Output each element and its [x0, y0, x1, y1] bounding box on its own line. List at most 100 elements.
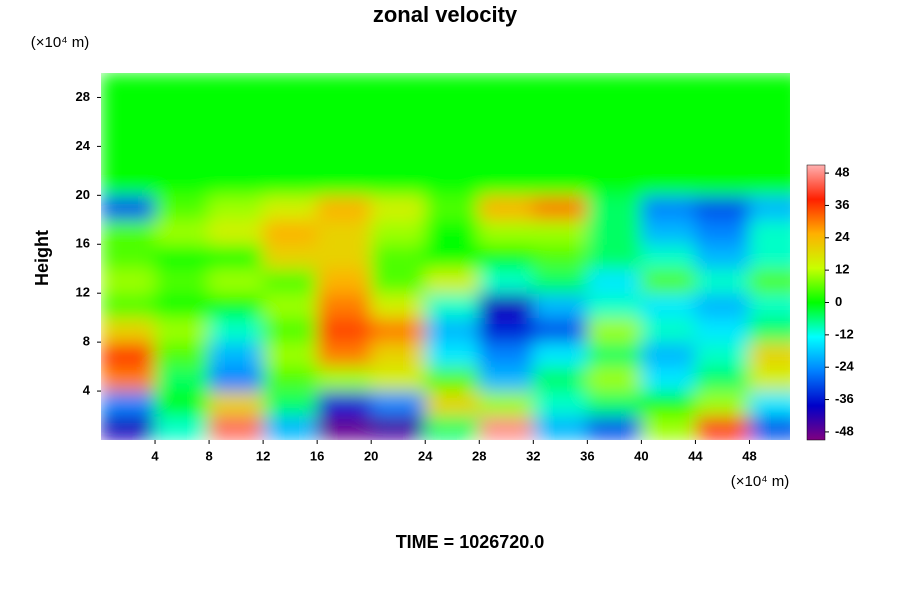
cell	[748, 170, 790, 196]
cell	[316, 292, 372, 319]
cell	[424, 390, 480, 417]
x-tick-label: 32	[526, 448, 540, 463]
cell	[424, 366, 480, 392]
cell	[262, 268, 318, 294]
x-tick-label: 24	[418, 448, 433, 463]
cell	[316, 96, 372, 123]
cell	[748, 317, 790, 343]
cell	[370, 170, 426, 196]
cell	[586, 145, 642, 172]
y-tick-label: 24	[76, 138, 91, 153]
cell	[748, 292, 790, 319]
cell	[694, 341, 750, 368]
cell	[532, 194, 588, 221]
y-tick-label: 28	[76, 89, 90, 104]
cell	[532, 96, 588, 123]
cell	[154, 243, 210, 270]
cell	[370, 96, 426, 123]
cell	[640, 366, 696, 392]
cell	[208, 366, 264, 392]
cell	[694, 73, 750, 98]
cell	[478, 243, 534, 270]
cell	[532, 390, 588, 417]
cell	[694, 390, 750, 417]
y-tick-label: 4	[83, 383, 91, 398]
cell	[370, 243, 426, 270]
cell	[316, 194, 372, 221]
cell	[586, 415, 642, 440]
cell	[370, 415, 426, 440]
cell	[532, 219, 588, 245]
cell	[154, 317, 210, 343]
cell	[478, 145, 534, 172]
cell	[316, 317, 372, 343]
cell	[532, 415, 588, 440]
cell	[316, 243, 372, 270]
cell	[208, 390, 264, 417]
cell	[101, 268, 156, 294]
cell	[370, 145, 426, 172]
cell	[424, 170, 480, 196]
cell	[694, 96, 750, 123]
cell	[424, 219, 480, 245]
cell	[478, 341, 534, 368]
cell	[101, 219, 156, 245]
cell	[262, 292, 318, 319]
cell	[748, 390, 790, 417]
cell	[586, 121, 642, 147]
cell	[640, 390, 696, 417]
cell	[208, 292, 264, 319]
cell	[208, 243, 264, 270]
cell	[316, 341, 372, 368]
cell	[370, 341, 426, 368]
y-tick-label: 12	[76, 285, 90, 300]
cell	[640, 170, 696, 196]
cell	[424, 341, 480, 368]
cell	[316, 170, 372, 196]
x-tick-label: 16	[310, 448, 324, 463]
cell	[316, 219, 372, 245]
cell	[478, 219, 534, 245]
cell	[424, 96, 480, 123]
cell	[748, 268, 790, 294]
cell	[316, 145, 372, 172]
cell	[208, 121, 264, 147]
cell	[532, 121, 588, 147]
cell	[424, 292, 480, 319]
x-tick-label: 20	[364, 448, 378, 463]
cell	[101, 121, 156, 147]
cell	[586, 219, 642, 245]
cell	[532, 243, 588, 270]
cell	[154, 145, 210, 172]
colorbar-tick-label: 12	[835, 262, 849, 277]
cell	[262, 194, 318, 221]
x-tick-label: 12	[256, 448, 270, 463]
cell	[262, 73, 318, 98]
colorbar-tick-label: 0	[835, 294, 842, 309]
cell	[316, 73, 372, 98]
cell	[586, 73, 642, 98]
colorbar-tick-label: -24	[835, 359, 855, 374]
x-tick-label: 4	[151, 448, 159, 463]
cell	[370, 366, 426, 392]
cell	[154, 121, 210, 147]
y-axis-label: Height	[32, 230, 52, 286]
cell	[748, 219, 790, 245]
y-tick-label: 8	[83, 334, 90, 349]
cell	[478, 121, 534, 147]
colorbar-tick-label: -36	[835, 391, 854, 406]
cell	[748, 194, 790, 221]
cell	[101, 341, 156, 368]
cell	[694, 415, 750, 440]
cell	[640, 96, 696, 123]
cell	[154, 341, 210, 368]
cell	[532, 170, 588, 196]
cell	[154, 390, 210, 417]
cell	[694, 194, 750, 221]
cell	[424, 73, 480, 98]
cell	[748, 121, 790, 147]
cell	[154, 219, 210, 245]
cell	[532, 341, 588, 368]
x-tick-label: 40	[634, 448, 648, 463]
cell	[101, 415, 156, 440]
